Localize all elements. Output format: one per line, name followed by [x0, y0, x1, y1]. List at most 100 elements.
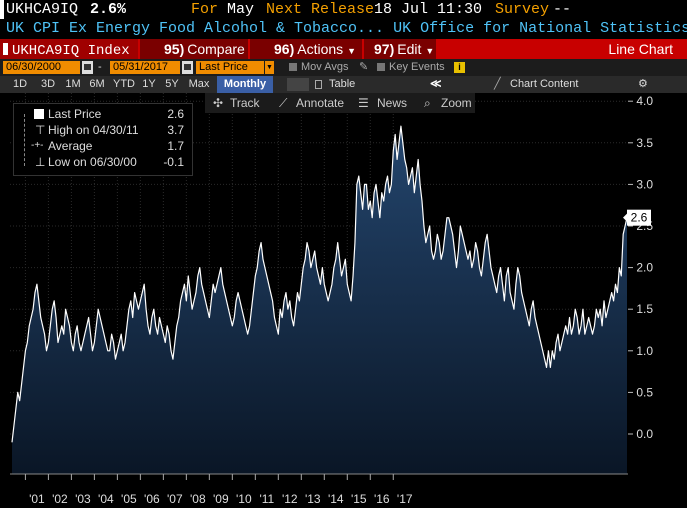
period-button-1d[interactable]: 1D	[12, 78, 28, 90]
annotate-button[interactable]: Annotate	[296, 96, 345, 110]
annotate-icon[interactable]: ⟋	[279, 96, 288, 110]
x-tick-label: '10	[236, 492, 252, 506]
period-button-3d[interactable]: 3D	[40, 78, 56, 90]
series-line	[11, 125, 628, 443]
ticker-text: UKHCA9IQ	[6, 1, 79, 18]
y-tick-label: 2.0	[636, 261, 653, 275]
security-field[interactable]: UKHCA9IQ Index	[0, 39, 138, 59]
last-value-label: 2.6	[631, 211, 648, 225]
chart-legend: Last Price 2.6 ⊤ High on 04/30/11 3.7 -+…	[13, 103, 193, 176]
legend-row-low[interactable]: ⊥ Low on 06/30/00 -0.1	[14, 154, 192, 170]
legend-row-last-price[interactable]: Last Price 2.6	[14, 106, 192, 122]
period-button-6m[interactable]: 6M	[89, 78, 105, 90]
news-icon[interactable]: ☰	[358, 96, 369, 110]
date-range-bar: 06/30/2000 - 05/31/2017 Last Price ▼ Mov…	[0, 59, 687, 76]
actions-chevron-icon: ▼	[347, 46, 357, 56]
period-button-1m[interactable]: 1M	[65, 78, 81, 90]
news-button[interactable]: News	[377, 96, 408, 110]
edit-button[interactable]: 97) Edit ▼	[364, 39, 436, 59]
track-button[interactable]: Track	[230, 96, 260, 110]
legend-value: -0.1	[163, 155, 184, 169]
x-tick-label: '08	[190, 492, 206, 506]
field-chevron-icon[interactable]: ▼	[265, 61, 274, 74]
y-tick-label: 0.0	[636, 427, 653, 441]
period-bar: 1D 3D 1M 6M YTD 1Y 5Y Max Monthly ▼ Tabl…	[0, 76, 687, 107]
y-tick-label: 0.5	[636, 385, 653, 399]
header-ticker: UKHCA9IQ	[0, 0, 78, 19]
y-tick-label: 3.0	[636, 177, 653, 191]
frequency-label: Monthly	[223, 78, 267, 90]
start-date-field[interactable]: 06/30/2000	[3, 61, 80, 74]
chart-toolbar: ✣ Track ⟋ Annotate ☰ News ⌕ Zoom	[205, 93, 475, 113]
series-area	[12, 126, 627, 474]
line-chart-icon[interactable]	[287, 78, 309, 91]
y-tick-label: 4.0	[636, 94, 653, 108]
x-tick-label: '06	[144, 492, 160, 506]
key-events-checkbox[interactable]	[377, 63, 385, 71]
next-release-value: 18 Jul 11:30	[374, 1, 483, 18]
header-value: 2.6%	[90, 1, 127, 18]
legend-label: Last Price	[48, 107, 102, 121]
function-bar: UKHCA9IQ Index 95) Compare 96) Actions ▼ 97…	[0, 39, 687, 59]
period-button-max[interactable]: Max	[188, 78, 210, 90]
info-icon[interactable]: i	[454, 62, 465, 73]
y-tick-label: 1.5	[636, 302, 653, 316]
x-tick-label: '01	[29, 492, 45, 506]
track-icon[interactable]: ✣	[213, 96, 224, 110]
chart-content-label[interactable]: Chart Content	[510, 78, 579, 90]
mov-avgs-label: Mov Avgs	[301, 61, 349, 73]
edit-label: Edit	[397, 41, 422, 57]
next-release-label: Next Release	[266, 1, 375, 18]
collapse-icon[interactable]: ≪	[430, 78, 442, 90]
x-tick-label: '17	[397, 492, 413, 506]
chart-content-icon: ╱	[494, 78, 501, 90]
settings-gear-icon[interactable]: ⚙	[638, 78, 648, 90]
actions-button[interactable]: 96) Actions ▼	[250, 39, 362, 59]
legend-row-average[interactable]: -+- Average 1.7	[14, 138, 192, 154]
y-tick-label: 1.0	[636, 344, 653, 358]
compare-label: Compare	[187, 41, 245, 57]
period-button-1y[interactable]: 1Y	[142, 78, 156, 90]
legend-swatch	[34, 109, 44, 119]
period-button-5y[interactable]: 5Y	[165, 78, 179, 90]
edit-key: 97)	[374, 41, 395, 57]
x-tick-label: '09	[213, 492, 229, 506]
period-button-ytd[interactable]: YTD	[113, 78, 135, 90]
security-description: UK CPI Ex Energy Food Alcohol & Tobacco.…	[0, 19, 687, 39]
actions-key: 96)	[274, 41, 295, 57]
legend-row-high[interactable]: ⊤ High on 04/30/11 3.7	[14, 122, 192, 138]
zoom-icon[interactable]: ⌕	[424, 96, 431, 110]
x-tick-label: '15	[351, 492, 367, 506]
for-label: For	[191, 1, 219, 18]
end-date-field[interactable]: 05/31/2017	[110, 61, 180, 74]
actions-label: Actions	[297, 41, 344, 57]
security-label: UKHCA9IQ Index	[12, 43, 130, 59]
legend-value: 2.6	[167, 107, 184, 121]
zoom-button[interactable]: Zoom	[441, 96, 472, 110]
legend-value: 3.7	[167, 123, 184, 137]
table-label[interactable]: Table	[329, 78, 356, 90]
x-tick-label: '07	[167, 492, 183, 506]
compare-button[interactable]: 95) Compare	[140, 39, 248, 59]
x-tick-label: '13	[305, 492, 321, 506]
legend-label: Average	[48, 139, 93, 153]
end-calendar-icon[interactable]	[182, 61, 193, 74]
description-text: UK CPI Ex Energy Food Alcohol & Tobacco.…	[6, 20, 687, 37]
x-tick-label: '02	[52, 492, 68, 506]
legend-bracket	[24, 114, 26, 166]
x-tick-label: '11	[259, 492, 274, 506]
chart-type-label: Line Chart	[608, 41, 673, 57]
compare-key: 95)	[164, 41, 185, 57]
average-marker-icon: -+-	[31, 140, 44, 151]
table-icon[interactable]	[315, 80, 322, 89]
start-calendar-icon[interactable]	[82, 61, 93, 74]
field-select[interactable]: Last Price	[196, 61, 264, 74]
pencil-icon[interactable]: ✎	[359, 61, 369, 73]
x-tick-label: '04	[98, 492, 114, 506]
date-dash: -	[98, 61, 102, 73]
last-value-tag	[627, 209, 651, 226]
x-tick-label: '05	[121, 492, 137, 506]
x-tick-label: '16	[374, 492, 390, 506]
mov-avgs-checkbox[interactable]	[289, 63, 297, 71]
